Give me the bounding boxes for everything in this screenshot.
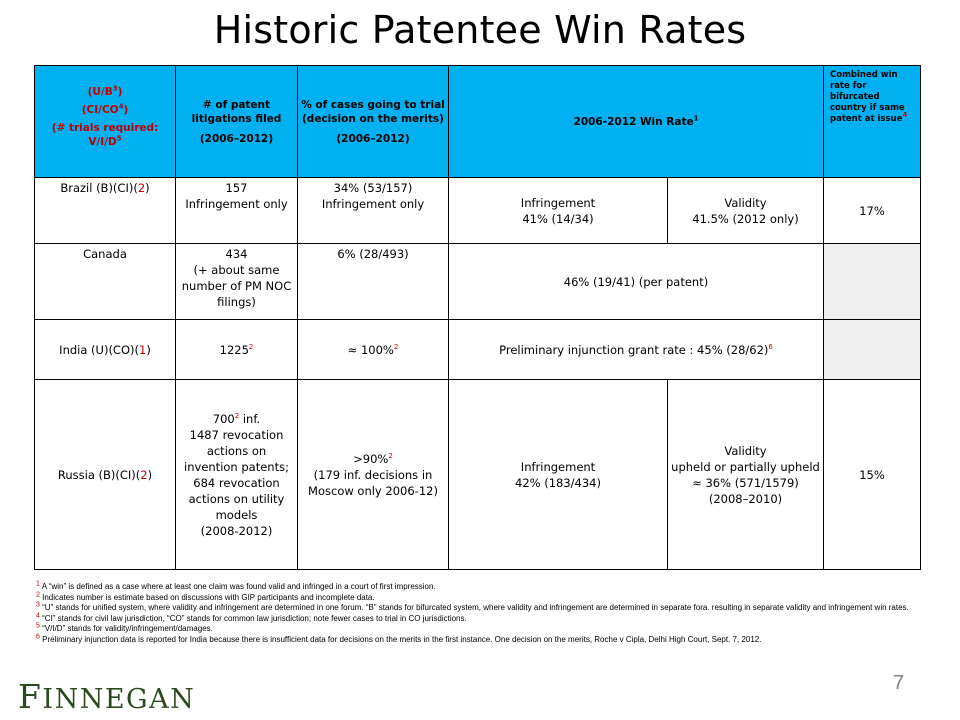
india-trial-cell: ≈ 100%2 <box>297 319 449 380</box>
russia-validity-cell: Validity upheld or partially upheld ≈ 36… <box>667 379 824 570</box>
russia-combined-cell: 15% <box>823 379 921 570</box>
india-combined-cell <box>823 319 921 380</box>
brazil-combined-cell: 17% <box>823 177 921 244</box>
finnegan-logo: FINNEGAN <box>18 677 196 716</box>
canada-win-rate-cell: 46% (19/41) (per patent) <box>448 243 824 320</box>
canada-combined-cell <box>823 243 921 320</box>
table-row-india: India (U)(CO)(1) 12252 ≈ 100%2 Prelimina… <box>34 319 921 380</box>
brazil-validity-cell: Validity 41.5% (2012 only) <box>667 177 824 244</box>
canada-country-cell: Canada <box>34 243 176 320</box>
brazil-trial-cell: 34% (53/157) Infringement only <box>297 177 449 244</box>
header-litigations-filed: # of patent litigations filed (2006–2012… <box>175 65 298 178</box>
header-cases-to-trial: % of cases going to trial (decision on t… <box>297 65 449 178</box>
header-system-type: (U/B3) (CI/CO4) (# trials required: V/I/… <box>34 65 176 178</box>
footnote-5: 5 “V/I/D” stands for validity/infringeme… <box>36 622 213 634</box>
table-row-brazil: Brazil (B)(CI)(2) 157 Infringement only … <box>34 177 921 244</box>
footnotes: 1 A “win” is defined as a case where at … <box>36 580 936 646</box>
canada-filed-cell: 434 (+ about same number of PM NOC filin… <box>175 243 298 320</box>
footnote-3: 3 “U” stands for unified system, where v… <box>36 601 909 613</box>
table-row-canada: Canada 434 (+ about same number of PM NO… <box>34 243 921 320</box>
india-filed-cell: 12252 <box>175 319 298 380</box>
win-rates-table: (U/B3) (CI/CO4) (# trials required: V/I/… <box>34 65 921 570</box>
india-country-cell: India (U)(CO)(1) <box>34 319 176 380</box>
russia-country-cell: Russia (B)(CI)(2) <box>34 379 176 570</box>
russia-trial-cell: >90%2 (179 inf. decisions in Moscow only… <box>297 379 449 570</box>
header-combined-win-rate: Combined win rate for bifurcated country… <box>823 65 921 178</box>
table-header-row: (U/B3) (CI/CO4) (# trials required: V/I/… <box>34 65 921 178</box>
footnote-4: 4 “CI” stands for civil law jurisdiction… <box>36 612 467 623</box>
table-row-russia: Russia (B)(CI)(2) 7002 inf. 1487 revocat… <box>34 379 921 570</box>
brazil-filed-cell: 157 Infringement only <box>175 177 298 244</box>
header-win-rate: 2006-2012 Win Rate1 <box>448 65 824 178</box>
footnote-1: 1 A “win” is defined as a case where at … <box>36 580 436 591</box>
footnote-6: 6 Preliminary injunction data is reporte… <box>36 633 762 644</box>
footnote-2: 2 Indicates number is estimate based on … <box>36 590 375 602</box>
india-win-rate-cell: Preliminary injunction grant rate : 45% … <box>448 319 824 380</box>
page-number: 7 <box>893 672 905 694</box>
russia-filed-cell: 7002 inf. 1487 revocation actions on inv… <box>175 379 298 570</box>
canada-trial-cell: 6% (28/493) <box>297 243 449 320</box>
slide-title: Historic Patentee Win Rates <box>213 8 747 52</box>
brazil-country-cell: Brazil (B)(CI)(2) <box>34 177 176 244</box>
russia-infringement-cell: Infringement 42% (183/434) <box>448 379 668 570</box>
brazil-infringement-cell: Infringement 41% (14/34) <box>448 177 668 244</box>
